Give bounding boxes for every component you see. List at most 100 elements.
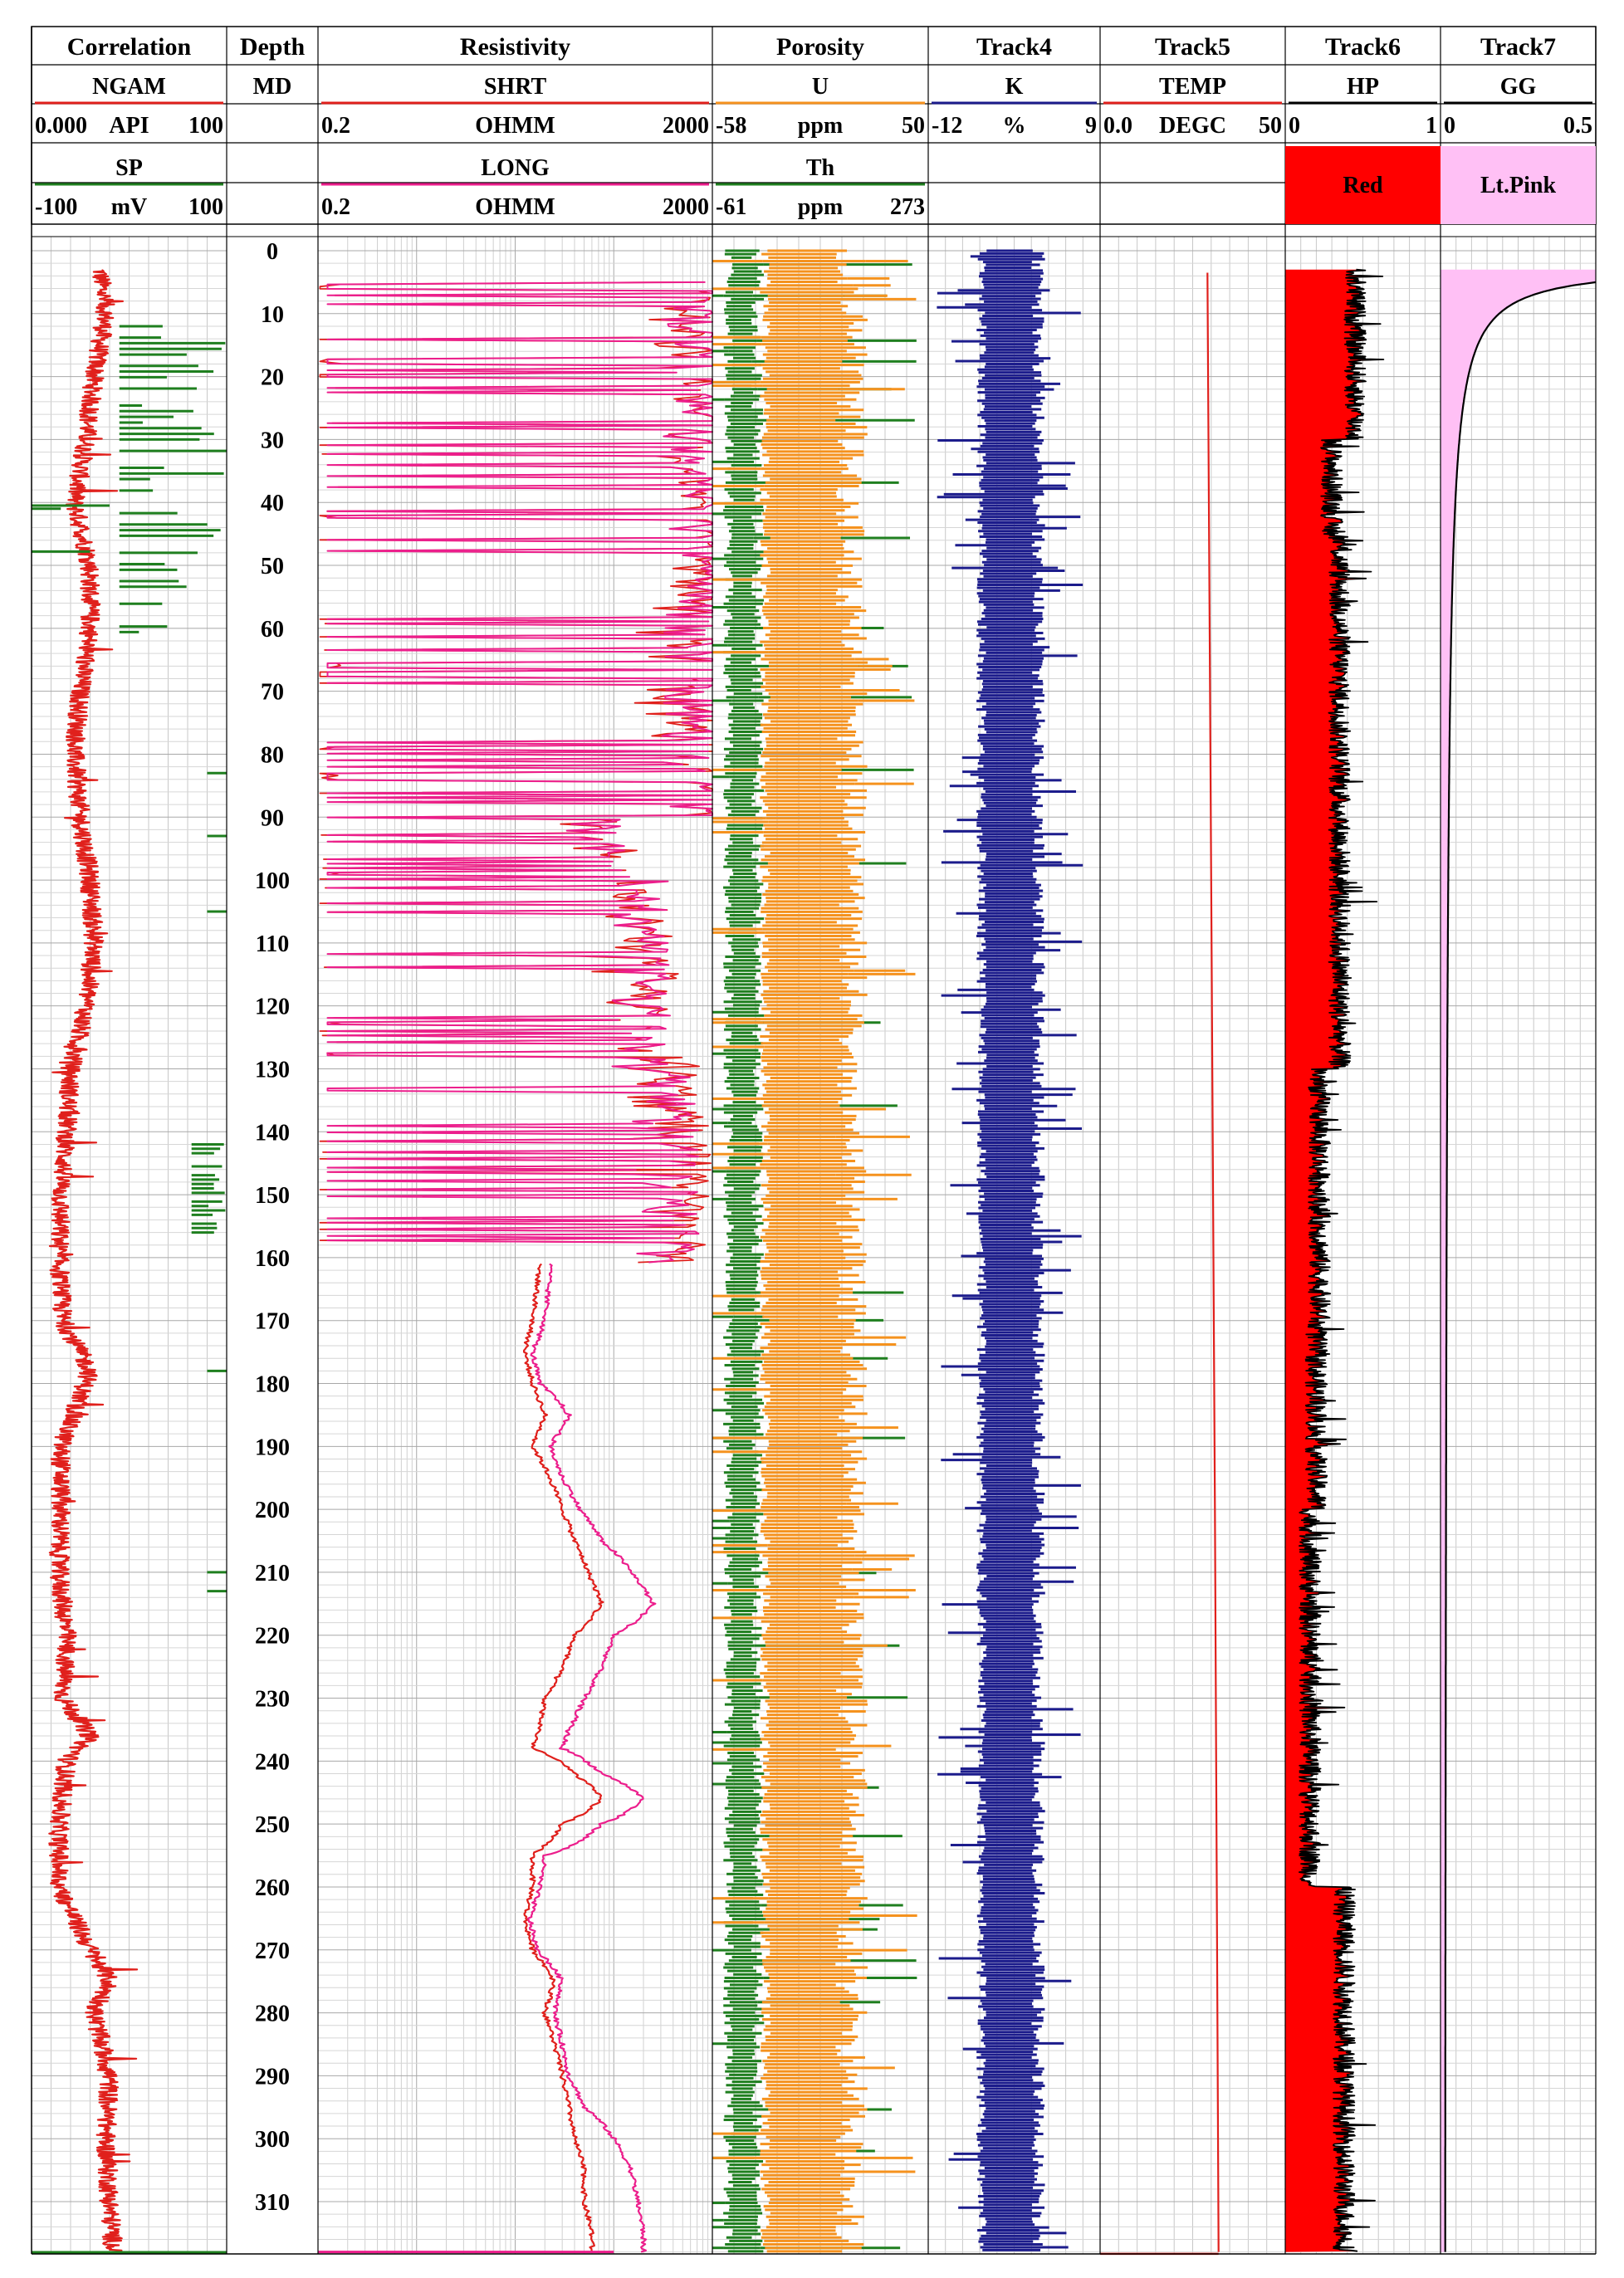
track-title: Resistivity [460, 33, 570, 61]
curve-name: GG [1500, 74, 1537, 100]
curve-min: 0 [1444, 113, 1455, 139]
depth-tick-label: 40 [261, 491, 284, 516]
gg-curve [1444, 281, 1597, 2252]
curve-name: U [812, 74, 829, 100]
depth-tick-label: 250 [255, 1812, 290, 1838]
curve-max: 100 [188, 194, 223, 220]
curve-name: SHRT [484, 74, 547, 100]
depth-tick-label: 60 [261, 617, 284, 643]
track-title: Porosity [776, 33, 864, 61]
depth-tick-label: 140 [255, 1120, 290, 1146]
curve-unit: mV [111, 194, 148, 220]
track-fill-legend [1441, 146, 1596, 224]
curve-unit: OHMM [475, 113, 555, 139]
curve-unit: % [1003, 113, 1026, 139]
depth-tick-label: 30 [261, 428, 284, 453]
depth-tick-label: 170 [255, 1309, 290, 1335]
depth-tick-label: 290 [255, 2064, 290, 2090]
curve-min: -100 [35, 194, 77, 220]
hp-curve [1299, 268, 1385, 2252]
track-title: Track6 [1325, 33, 1401, 61]
depth-tick-label: 90 [261, 805, 284, 831]
depth-tick-label: 270 [255, 1938, 290, 1964]
curve-min: 0.2 [321, 113, 350, 139]
curve-unit: ppm [798, 194, 843, 220]
track-title: Correlation [67, 33, 192, 61]
depth-tick-label: 190 [255, 1435, 290, 1460]
depth-tick-label: 260 [255, 1875, 290, 1901]
curve-min: -61 [716, 194, 746, 220]
curve-min: 0.0 [1103, 113, 1132, 139]
curve-unit: OHMM [475, 194, 555, 220]
depth-tick-label: 180 [255, 1372, 290, 1398]
depth-tick-label: 120 [255, 995, 290, 1020]
track-title: Track5 [1155, 33, 1230, 61]
curve-max: 100 [188, 113, 223, 139]
depth-tick-label: 300 [255, 2127, 290, 2153]
depth-tick-label: 230 [255, 1687, 290, 1713]
depth-tick-label: 210 [255, 1561, 290, 1586]
curve-min: -12 [932, 113, 962, 139]
track7-grid [1441, 237, 1596, 2254]
depth-tick-label: 80 [261, 742, 284, 768]
u-curve [712, 249, 917, 2253]
curve-min: 0.2 [321, 194, 350, 220]
depth-tick-label: 220 [255, 1624, 290, 1650]
k-curve [937, 249, 1083, 2251]
long-curve-lower [526, 1263, 657, 2253]
depth-tick-label: 160 [255, 1246, 290, 1272]
curve-max: 1 [1426, 113, 1437, 139]
curve-name: K [1005, 74, 1024, 100]
resistivity-upper-curves [319, 281, 713, 1264]
depth-track-bg [227, 237, 318, 2254]
curve-min: 0.000 [35, 113, 87, 139]
track-title: Track7 [1480, 33, 1556, 61]
depth-tick-label: 10 [261, 302, 284, 328]
curve-unit: ppm [798, 113, 843, 139]
track-fill-legend [1285, 146, 1441, 224]
curve-name: TEMP [1159, 74, 1226, 100]
curve-name: SP [115, 155, 143, 181]
depth-tick-label: 310 [255, 2190, 290, 2216]
sp-curve [32, 325, 227, 2254]
curve-max: 273 [890, 194, 925, 220]
depth-tick-label: 20 [261, 365, 284, 391]
gg-pink-fill [1441, 269, 1597, 2252]
depth-track-title: Depth [240, 33, 306, 61]
curve-name: Th [806, 155, 835, 181]
curve-name: LONG [481, 155, 550, 181]
depth-tick-label: 280 [255, 2002, 290, 2027]
depth-tick-label: 200 [255, 1498, 290, 1523]
fill-legend-label: Red [1343, 173, 1383, 198]
shrt-curve-lower [522, 1263, 604, 2252]
hp-red-fill [1285, 269, 1384, 2252]
ngam-curve [48, 269, 139, 2252]
long-curve [326, 281, 713, 1264]
depth-tick-label: 70 [261, 680, 284, 706]
curve-max: 2000 [663, 113, 709, 139]
curve-min: 0 [1289, 113, 1300, 139]
curve-name: HP [1347, 74, 1379, 100]
depth-tick-label: 150 [255, 1183, 290, 1209]
curve-max: 9 [1085, 113, 1097, 139]
depth-tick-label: 50 [261, 554, 284, 579]
temp-curve [1206, 272, 1220, 2252]
depth-curve-name: MD [253, 74, 292, 100]
curve-unit: DEGC [1159, 113, 1226, 139]
curve-max: 0.5 [1563, 113, 1592, 139]
track5-grid [1100, 237, 1285, 2254]
depth-tick-label: 240 [255, 1749, 290, 1775]
curve-max: 50 [902, 113, 925, 139]
curve-min: -58 [716, 113, 746, 139]
depth-tick-label: 110 [256, 931, 289, 957]
fill-legend-label: Lt.Pink [1480, 173, 1556, 198]
curve-name: NGAM [92, 74, 166, 100]
depth-tick-label: 130 [255, 1057, 290, 1083]
curve-unit: API [109, 113, 149, 139]
depth-tick-label: 100 [255, 868, 290, 894]
curve-max: 50 [1259, 113, 1282, 139]
depth-tick-label: 0 [267, 239, 278, 265]
track-title: Track4 [976, 33, 1052, 61]
curve-max: 2000 [663, 194, 709, 220]
